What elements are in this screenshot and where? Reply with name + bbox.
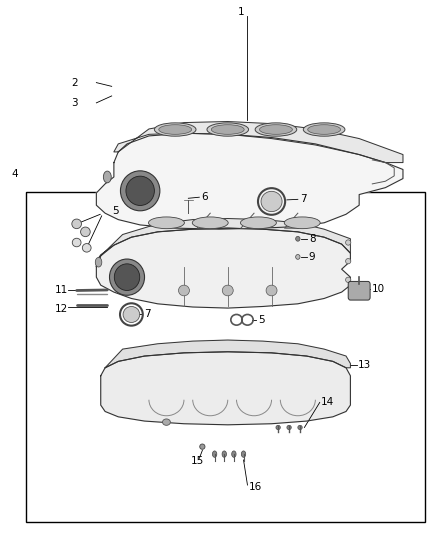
Ellipse shape: [148, 217, 184, 229]
Text: 4: 4: [11, 169, 18, 179]
Ellipse shape: [72, 238, 81, 247]
Polygon shape: [96, 133, 403, 229]
Ellipse shape: [287, 425, 291, 430]
Ellipse shape: [303, 123, 345, 136]
Ellipse shape: [284, 217, 320, 229]
Ellipse shape: [223, 285, 233, 296]
Text: 7: 7: [145, 310, 151, 319]
Polygon shape: [114, 122, 403, 163]
Ellipse shape: [222, 451, 226, 457]
Text: 5: 5: [258, 315, 265, 325]
Polygon shape: [105, 340, 350, 368]
Polygon shape: [96, 228, 350, 308]
Ellipse shape: [240, 217, 276, 229]
Text: 11: 11: [55, 286, 68, 295]
Ellipse shape: [266, 285, 277, 296]
Ellipse shape: [296, 237, 300, 241]
Ellipse shape: [261, 191, 282, 212]
Ellipse shape: [346, 277, 351, 282]
Ellipse shape: [259, 125, 293, 134]
Text: 10: 10: [372, 284, 385, 294]
Text: 12: 12: [55, 304, 68, 314]
Text: 3: 3: [71, 98, 78, 108]
Ellipse shape: [103, 171, 111, 183]
Text: 2: 2: [71, 78, 78, 87]
Ellipse shape: [307, 125, 341, 134]
Text: 6: 6: [201, 192, 208, 202]
Ellipse shape: [212, 451, 217, 457]
Ellipse shape: [232, 451, 236, 457]
Ellipse shape: [154, 123, 196, 136]
Ellipse shape: [82, 244, 91, 252]
Ellipse shape: [123, 306, 140, 322]
Ellipse shape: [178, 285, 189, 296]
Ellipse shape: [162, 419, 170, 425]
Text: 16: 16: [249, 482, 262, 491]
Ellipse shape: [114, 264, 140, 290]
Ellipse shape: [207, 123, 249, 136]
Ellipse shape: [296, 255, 300, 260]
Ellipse shape: [276, 425, 280, 430]
Ellipse shape: [110, 259, 145, 295]
Bar: [26, 192, 425, 522]
Ellipse shape: [241, 451, 246, 457]
Ellipse shape: [159, 125, 192, 134]
Ellipse shape: [72, 219, 81, 229]
Ellipse shape: [200, 444, 205, 449]
Ellipse shape: [211, 125, 244, 134]
Ellipse shape: [192, 217, 228, 229]
Ellipse shape: [346, 259, 351, 264]
Text: 1: 1: [237, 7, 244, 17]
Polygon shape: [96, 219, 350, 266]
Text: 15: 15: [191, 456, 204, 466]
Ellipse shape: [81, 227, 90, 237]
Ellipse shape: [120, 171, 160, 211]
Text: 7: 7: [300, 195, 307, 204]
Ellipse shape: [255, 123, 297, 136]
Text: 8: 8: [309, 234, 315, 244]
Text: 14: 14: [321, 398, 334, 407]
Polygon shape: [101, 352, 350, 425]
Ellipse shape: [95, 257, 102, 267]
Ellipse shape: [298, 425, 302, 430]
Text: 5: 5: [112, 206, 118, 216]
Ellipse shape: [346, 240, 351, 245]
FancyBboxPatch shape: [348, 281, 370, 300]
Text: 13: 13: [358, 360, 371, 370]
Ellipse shape: [126, 176, 154, 205]
Text: 9: 9: [309, 252, 315, 262]
